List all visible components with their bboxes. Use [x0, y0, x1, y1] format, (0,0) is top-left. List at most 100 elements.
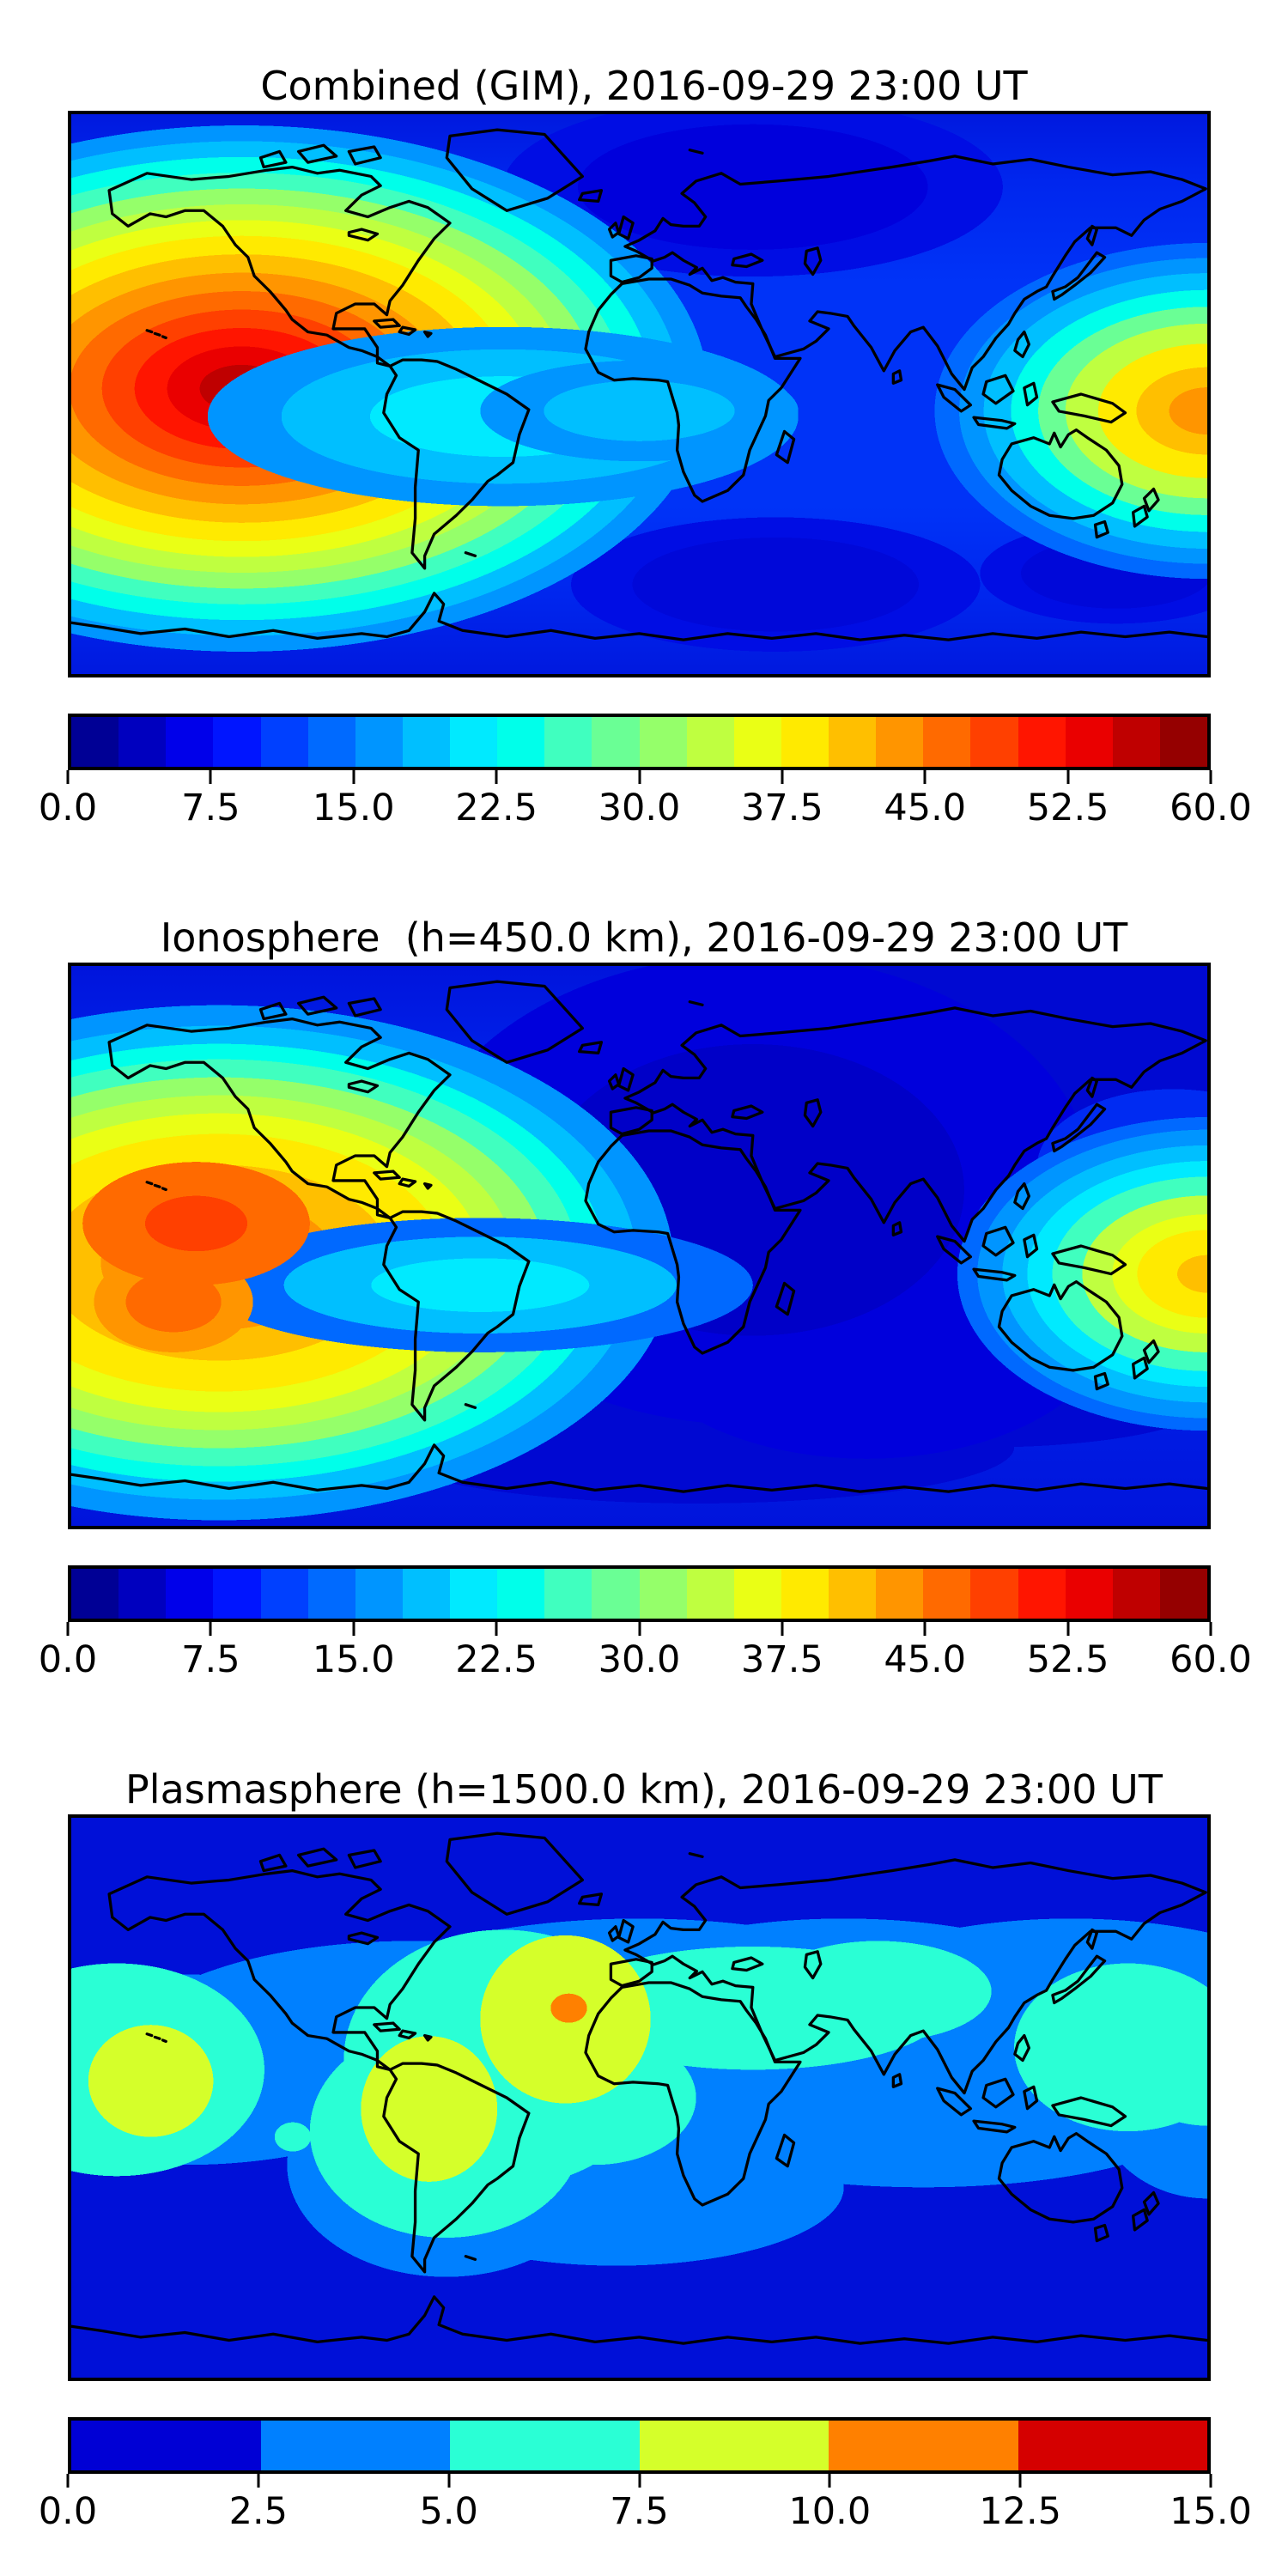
colorbar-segment	[1018, 717, 1066, 767]
colorbar-tick-mark	[66, 2474, 70, 2488]
colorbar-tick-mark	[352, 1622, 355, 1636]
colorbar-ionosphere	[68, 1565, 1211, 1622]
colorbar-segment	[1018, 2421, 1207, 2470]
colorbar-segment	[1159, 717, 1207, 767]
panel-combined: Combined (GIM), 2016-09-29 23:00 UT 0.0 7…	[0, 0, 1288, 853]
colorbar-tick-label: 37.5	[741, 1638, 823, 1681]
colorbar-segment	[544, 717, 592, 767]
colorbar-tick-label: 15.0	[312, 787, 395, 829]
colorbar-labels-ionosphere: 0.0 7.5 15.0 22.5 30.0 37.5 45.0 52.5 60.0	[39, 1638, 1252, 1685]
colorbar-tick-mark	[447, 2474, 451, 2488]
colorbar-tick-mark	[66, 1622, 70, 1636]
colorbar-segment	[118, 717, 167, 767]
colorbar-segment	[733, 1569, 781, 1619]
colorbar-segment	[166, 717, 214, 767]
colorbar-segment	[118, 1569, 167, 1619]
colorbar-segment	[1112, 1569, 1160, 1619]
colorbar-labels-plasmasphere: 0.0 2.5 5.0 7.5 10.0 12.5 15.0	[39, 2490, 1252, 2537]
colorbar-segment	[876, 1569, 924, 1619]
colorbar-tick-mark	[352, 770, 355, 784]
colorbar-tick-mark	[257, 2474, 260, 2488]
colorbar-tick-mark	[638, 1622, 641, 1636]
colorbar-ticks-combined	[66, 770, 1212, 784]
world-coastlines	[71, 980, 1207, 1493]
colorbar-segment	[970, 717, 1018, 767]
colorbar-segment	[497, 1569, 545, 1619]
colorbar-tick-label: 45.0	[884, 787, 967, 829]
colorbar-segment	[71, 717, 119, 767]
colorbar-segment	[781, 717, 829, 767]
colorbar-combined	[68, 714, 1211, 770]
colorbar-segment	[213, 717, 261, 767]
colorbar-segment	[639, 717, 687, 767]
colorbar-segment	[829, 717, 877, 767]
colorbar-plasmasphere	[68, 2417, 1211, 2474]
colorbar-tick-label: 22.5	[455, 787, 538, 829]
colorbar-tick-label: 60.0	[1170, 1638, 1252, 1681]
colorbar-segment	[213, 1569, 261, 1619]
colorbar-segment	[1159, 1569, 1207, 1619]
colorbar-tick-mark	[209, 1622, 212, 1636]
colorbar-segment	[450, 1569, 498, 1619]
colorbar-tick-mark	[1066, 770, 1070, 784]
panel-ionosphere: Ionosphere (h=450.0 km), 2016-09-29 23:0…	[0, 852, 1288, 1704]
colorbar-segment	[71, 2421, 261, 2470]
colorbar-tick-label: 10.0	[788, 2490, 872, 2533]
colorbar-tick-mark	[1209, 2474, 1212, 2488]
colorbar-segment	[592, 717, 640, 767]
colorbar-ticks-plasmasphere	[66, 2474, 1212, 2488]
colorbar-segment	[829, 1569, 877, 1619]
colorbar-segment	[829, 2421, 1018, 2470]
colorbar-labels-combined: 0.0 7.5 15.0 22.5 30.0 37.5 45.0 52.5 60.0	[39, 787, 1252, 833]
colorbar-tick-mark	[638, 2474, 641, 2488]
colorbar-tick-label: 15.0	[312, 1638, 395, 1681]
colorbar-tick-mark	[638, 770, 641, 784]
colorbar-tick-label: 37.5	[741, 787, 823, 829]
colorbar-tick-mark	[1209, 1622, 1212, 1636]
colorbar-tick-label: 30.0	[598, 787, 681, 829]
colorbar-segment	[639, 2421, 829, 2470]
colorbar-tick-label: 52.5	[1026, 787, 1109, 829]
colorbar-segment	[1112, 717, 1160, 767]
colorbar-tick-label: 0.0	[38, 1638, 98, 1681]
colorbar-tick-label: 30.0	[598, 1638, 681, 1681]
colorbar-tick-mark	[781, 1622, 784, 1636]
colorbar-segment	[450, 2421, 640, 2470]
colorbar-segment	[1065, 717, 1113, 767]
colorbar-tick-mark	[66, 770, 70, 784]
colorbar-tick-mark	[923, 770, 927, 784]
map-plasmasphere	[68, 1814, 1211, 2381]
colorbar-tick-mark	[495, 1622, 498, 1636]
colorbar-segment	[166, 1569, 214, 1619]
map-ionosphere	[68, 963, 1211, 1529]
colorbar-segment	[592, 1569, 640, 1619]
colorbar-tick-label: 2.5	[228, 2490, 289, 2533]
colorbar-segment	[497, 717, 545, 767]
colorbar-segment	[639, 1569, 687, 1619]
colorbar-tick-label: 12.5	[979, 2490, 1062, 2533]
map-combined-gim	[68, 111, 1211, 677]
colorbar-segment	[450, 717, 498, 767]
colorbar-tick-label: 7.5	[610, 2490, 669, 2533]
colorbar-tick-label: 22.5	[455, 1638, 538, 1681]
colorbar-tick-mark	[495, 770, 498, 784]
colorbar-segment	[71, 1569, 119, 1619]
colorbar-segment	[733, 717, 781, 767]
colorbar-segment	[260, 717, 308, 767]
colorbar-segment	[970, 1569, 1018, 1619]
colorbar-segment	[876, 717, 924, 767]
colorbar-tick-mark	[209, 770, 212, 784]
colorbar-tick-label: 0.0	[38, 787, 98, 829]
colorbar-tick-mark	[781, 770, 784, 784]
colorbar-tick-mark	[828, 2474, 831, 2488]
colorbar-segment	[923, 1569, 971, 1619]
colorbar-segment	[686, 717, 734, 767]
colorbar-segment	[544, 1569, 592, 1619]
colorbar-tick-label: 7.5	[181, 1638, 240, 1681]
colorbar-segment	[1065, 1569, 1113, 1619]
colorbar-tick-label: 0.0	[38, 2490, 98, 2533]
colorbar-segment	[1018, 1569, 1066, 1619]
colorbar-segment	[781, 1569, 829, 1619]
colorbar-tick-label: 5.0	[419, 2490, 478, 2533]
